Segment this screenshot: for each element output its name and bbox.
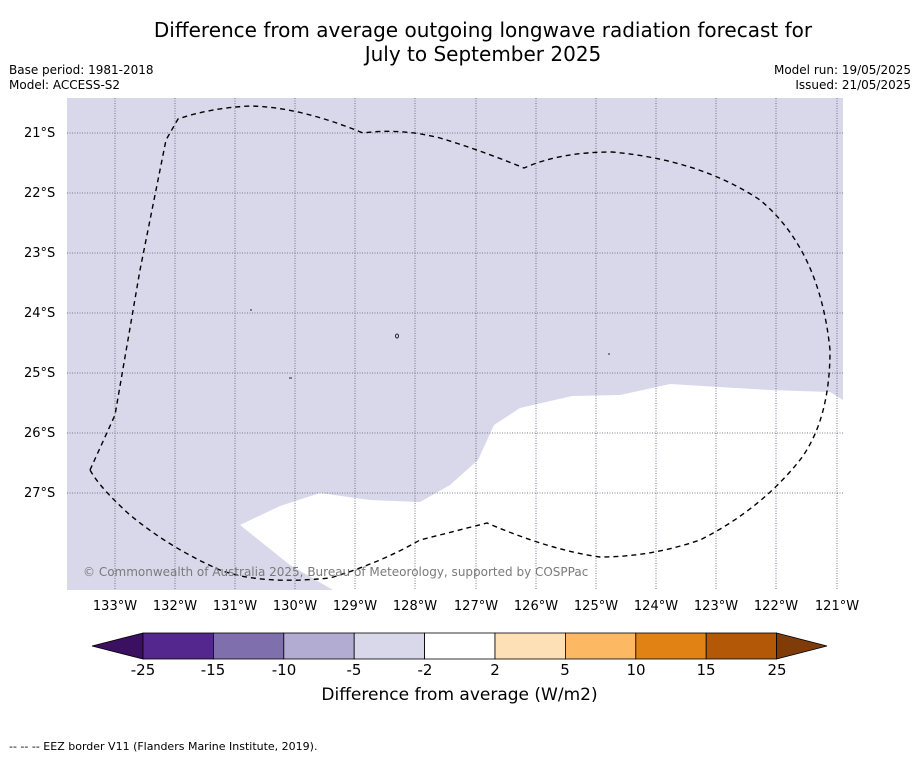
title-line1: Difference from average outgoing longwav… [153, 18, 813, 42]
lon-label-123w: 123°W [693, 599, 739, 614]
lat-label-25s: 25°S [24, 366, 56, 381]
lon-label-132w: 132°W [152, 599, 198, 614]
field-region-lavender [67, 98, 843, 590]
model-name: Model: ACCESS-S2 [9, 78, 121, 92]
colorbar-bin-6 [494, 632, 566, 660]
colorbar-bin-8 [635, 632, 707, 660]
colorbar-bin-7 [565, 632, 637, 660]
lon-label-125w: 125°W [573, 599, 619, 614]
lat-label-26s: 26°S [24, 426, 56, 441]
colorbar-tick: -15 [200, 661, 226, 679]
map-title: Difference from average outgoing longwav… [0, 18, 919, 66]
lon-label-122w: 122°W [753, 599, 799, 614]
colorbar-tick: 5 [560, 661, 570, 679]
colorbar-bin-4 [353, 632, 426, 660]
colorbar-tick: -10 [271, 661, 297, 679]
lat-label-21s: 21°S [24, 126, 56, 141]
model-run: Model run: 19/05/2025 [773, 63, 911, 77]
lon-label-129w: 129°W [332, 599, 378, 614]
lon-label-133w: 133°W [92, 599, 138, 614]
title-line2: July to September 2025 [364, 42, 602, 66]
colorbar-tick: 15 [696, 661, 716, 679]
colorbar-arrow-low [91, 632, 144, 660]
lon-label-130w: 130°W [272, 599, 318, 614]
colorbar-bin-9 [705, 632, 778, 660]
lon-label-131w: 131°W [212, 599, 258, 614]
colorbar [91, 632, 828, 660]
colorbar-bin-5 [424, 632, 496, 660]
colorbar-arrow-high [776, 632, 828, 660]
lat-label-22s: 22°S [24, 186, 56, 201]
lon-label-124w: 124°W [633, 599, 679, 614]
colorbar-bin-3 [283, 632, 355, 660]
issued-date: Issued: 21/05/2025 [795, 78, 911, 92]
lon-label-127w: 127°W [453, 599, 499, 614]
colorbar-tick: 25 [767, 661, 787, 679]
colorbar-tick: 10 [626, 661, 646, 679]
lon-label-121w: 121°W [814, 599, 860, 614]
lat-label-23s: 23°S [24, 246, 56, 261]
lon-label-128w: 128°W [392, 599, 438, 614]
lat-label-24s: 24°S [24, 306, 56, 321]
colorbar-bin-2 [212, 632, 285, 660]
eez-border [89, 105, 831, 581]
islands [250, 309, 610, 379]
colorbar-tick: 2 [490, 661, 500, 679]
graticule [67, 98, 843, 590]
copyright-notice: © Commonwealth of Australia 2025, Bureau… [83, 565, 589, 579]
colorbar-bin-1 [142, 632, 214, 660]
meta-right: Model run: 19/05/2025 Issued: 21/05/2025 [774, 63, 911, 93]
eez-legend-note: -- -- -- EEZ border V11 (Flanders Marine… [9, 740, 318, 753]
colorbar-tick: -25 [130, 661, 156, 679]
colorbar-tick: -5 [346, 661, 362, 679]
lat-label-27s: 27°S [24, 486, 56, 501]
base-period: Base period: 1981-2018 [9, 63, 154, 77]
meta-left: Base period: 1981-2018 Model: ACCESS-S2 [9, 63, 154, 93]
colorbar-tick: -2 [417, 661, 433, 679]
colorbar-title: Difference from average (W/m2) [321, 685, 598, 705]
lon-label-126w: 126°W [513, 599, 559, 614]
